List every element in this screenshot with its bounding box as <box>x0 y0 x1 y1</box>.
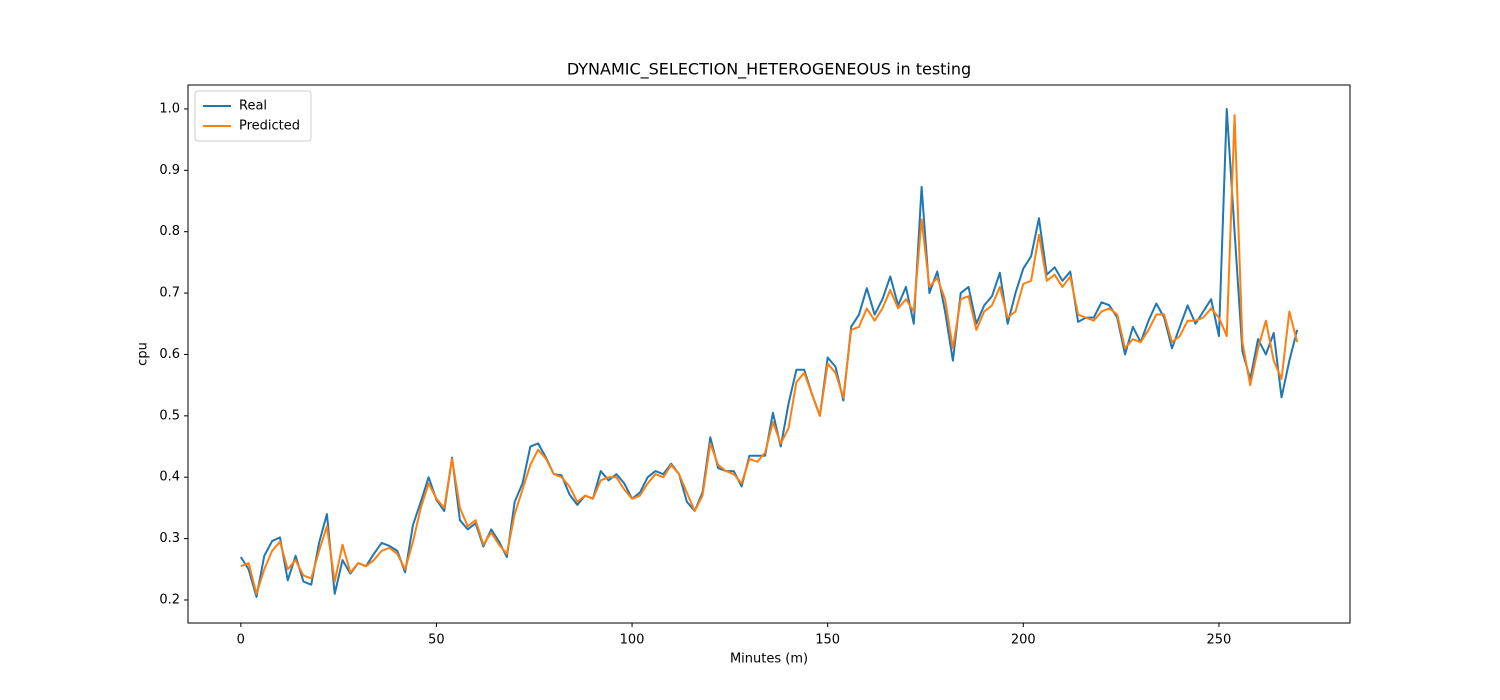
legend-label: Real <box>239 99 267 114</box>
x-tick-label: 200 <box>1011 633 1036 648</box>
x-tick-label: 0 <box>237 633 245 648</box>
y-tick-label: 0.7 <box>159 286 180 301</box>
y-tick-label: 0.2 <box>159 592 180 607</box>
plot-frame <box>187 84 1351 624</box>
y-axis-label: cpu <box>136 342 151 366</box>
x-tick-label: 150 <box>815 633 840 648</box>
y-tick-label: 0.4 <box>159 470 180 485</box>
legend-label: Predicted <box>239 119 300 134</box>
y-tick-label: 0.5 <box>159 408 180 423</box>
y-tick-label: 0.8 <box>159 224 180 239</box>
line-series <box>240 114 1299 595</box>
y-tick-label: 0.3 <box>159 531 180 546</box>
y-tick-label: 0.9 <box>159 163 180 178</box>
x-axis-label: Minutes (m) <box>730 652 808 667</box>
x-tick-label: 50 <box>428 633 445 648</box>
y-tick-label: 1.0 <box>159 101 180 116</box>
x-tick-label: 250 <box>1207 633 1232 648</box>
chart-title: DYNAMIC_SELECTION_HETEROGENEOUS in testi… <box>567 60 971 80</box>
x-tick-label: 100 <box>620 633 645 648</box>
legend-box <box>194 90 312 142</box>
y-tick-label: 0.6 <box>159 347 180 362</box>
